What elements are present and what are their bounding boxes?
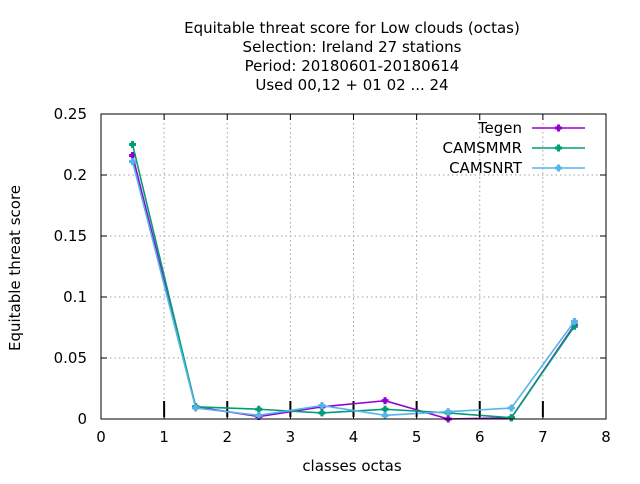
title-line-4: Used 00,12 + 01 02 ... 24 xyxy=(255,76,448,94)
marker-dot xyxy=(382,406,388,412)
title-line-2: Selection: Ireland 27 stations xyxy=(243,38,462,56)
x-tick-label: 0 xyxy=(96,428,106,446)
y-tick-label: 0.1 xyxy=(63,288,87,306)
series-line-tegen xyxy=(131,155,576,420)
marker-dot xyxy=(571,323,577,329)
legend-swatch-marker xyxy=(555,144,562,152)
marker-dot xyxy=(382,412,388,418)
marker-dot xyxy=(256,406,262,412)
marker-dot xyxy=(319,410,325,416)
legend-label: CAMSNRT xyxy=(449,159,523,177)
data-point xyxy=(381,397,389,405)
marker-dot xyxy=(382,398,388,404)
legend-swatch-marker xyxy=(555,124,562,132)
x-tick-label: 2 xyxy=(222,428,232,446)
x-tick-label: 8 xyxy=(601,428,611,446)
data-point xyxy=(129,141,137,148)
data-point xyxy=(381,411,389,419)
x-tick-label: 4 xyxy=(349,428,359,446)
marker-dot xyxy=(445,409,451,415)
marker-dot xyxy=(556,125,561,131)
legend-swatch-marker xyxy=(555,164,562,172)
marker-dot xyxy=(319,403,325,409)
marker-dot xyxy=(193,405,199,411)
series-line-camsnrt xyxy=(131,161,576,417)
x-tick-label: 6 xyxy=(475,428,485,446)
marker-dot xyxy=(508,415,514,421)
data-point xyxy=(255,411,263,419)
series-lines xyxy=(129,141,578,423)
legend-label: Tegen xyxy=(477,119,522,137)
x-tick-label: 3 xyxy=(286,428,296,446)
legend-item-tegen: Tegen xyxy=(477,119,585,137)
x-tick-label: 7 xyxy=(538,428,548,446)
data-point xyxy=(507,404,515,412)
marker-dot xyxy=(130,159,136,165)
y-axis-label: Equitable threat score xyxy=(6,185,24,351)
legend-item-camsnrt: CAMSNRT xyxy=(449,159,585,177)
marker-dot xyxy=(130,142,136,147)
grid xyxy=(101,114,606,419)
series-tegen xyxy=(129,151,578,423)
x-axis-label: classes octas xyxy=(302,457,402,475)
y-axis-ticks: 0 0.05 0.1 0.15 0.2 0.25 xyxy=(54,105,606,428)
y-tick-label: 0 xyxy=(77,410,87,428)
x-axis-ticks: 0 1 2 3 4 5 6 7 8 xyxy=(96,114,611,446)
legend-item-camsmmr: CAMSMMR xyxy=(442,139,585,157)
x-tick-label: 5 xyxy=(412,428,422,446)
series-camsnrt xyxy=(129,158,578,419)
marker-dot xyxy=(556,165,561,171)
y-tick-label: 0.15 xyxy=(54,227,87,245)
data-point xyxy=(507,414,515,422)
marker-dot xyxy=(130,152,136,158)
data-point xyxy=(444,408,452,416)
title-line-1: Equitable threat score for Low clouds (o… xyxy=(184,19,520,37)
data-point xyxy=(129,158,137,166)
marker-dot xyxy=(556,145,561,151)
y-tick-label: 0.05 xyxy=(54,349,87,367)
x-tick-label: 1 xyxy=(159,428,169,446)
data-point xyxy=(570,317,578,325)
marker-dot xyxy=(256,412,262,418)
data-point xyxy=(192,404,200,412)
title-line-3: Period: 20180601-20180614 xyxy=(245,57,460,75)
y-tick-label: 0.25 xyxy=(54,105,87,123)
data-point xyxy=(381,405,389,413)
data-point xyxy=(318,402,326,410)
legend-label: CAMSMMR xyxy=(442,139,522,157)
legend: Tegen CAMSMMR CAMSNRT xyxy=(442,119,585,177)
data-point xyxy=(318,409,326,417)
y-tick-label: 0.2 xyxy=(63,166,87,184)
marker-dot xyxy=(508,405,514,411)
marker-dot xyxy=(571,318,577,324)
chart-title: Equitable threat score for Low clouds (o… xyxy=(184,19,520,94)
data-point xyxy=(255,405,263,413)
